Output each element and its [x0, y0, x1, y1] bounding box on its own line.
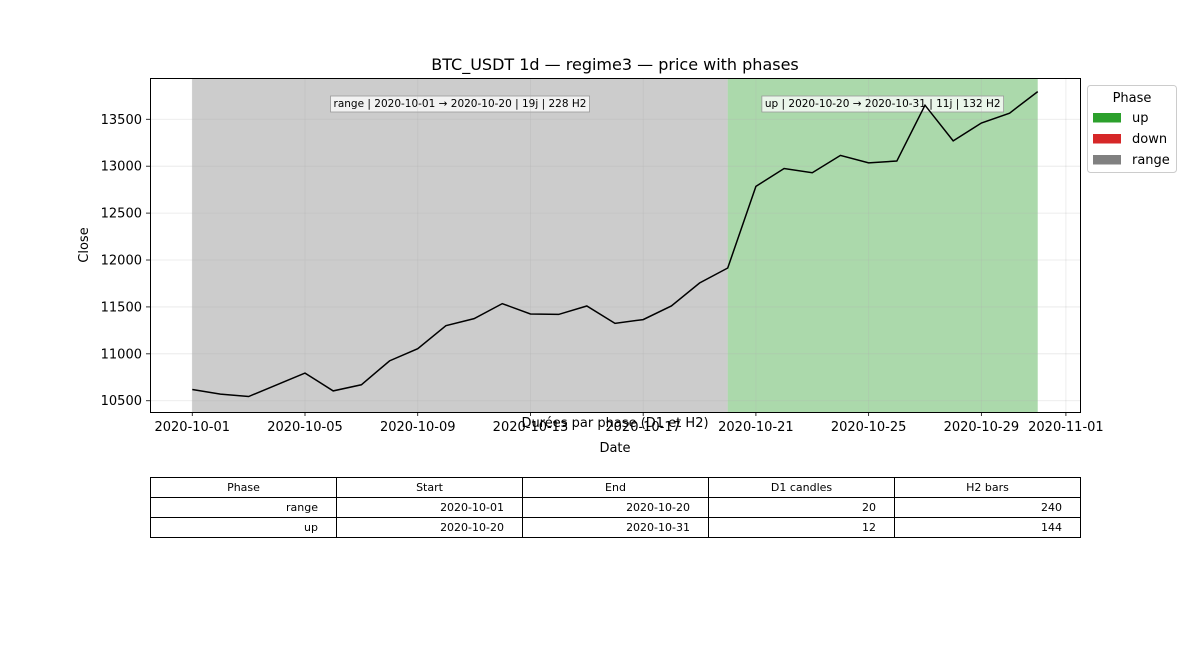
phase-label-box [330, 95, 590, 113]
legend-frame [1087, 85, 1177, 173]
table-cell: 2020-10-31 [522, 517, 709, 538]
table-cell: up [150, 517, 337, 538]
table-cell: 240 [894, 497, 1081, 518]
legend-entry-up: up [1132, 111, 1149, 126]
legend-swatch-range [1093, 155, 1121, 165]
chart-title: BTC_USDT 1d — regime3 — price with phase… [431, 55, 799, 75]
x-tick-label: 2020-10-25 [831, 420, 907, 435]
phase-duration-table: Phase Start End D1 candles H2 bars range… [150, 477, 1081, 538]
table-title: Durées par phase (D1 et H2) [521, 416, 708, 431]
x-tick-label: 2020-10-17 [605, 420, 681, 435]
x-tick-label: 2020-10-01 [154, 420, 230, 435]
table-header-cell: Start [336, 477, 523, 498]
table-cell: 2020-10-20 [336, 517, 523, 538]
legend-swatch-down [1093, 134, 1121, 144]
legend-entry-down: down [1132, 132, 1167, 147]
y-tick-label: 13500 [101, 113, 142, 128]
x-axis-label: Date [599, 441, 630, 456]
table-cell: 2020-10-01 [336, 497, 523, 518]
x-tick-label: 2020-10-13 [493, 420, 569, 435]
y-tick-label: 11500 [101, 300, 142, 315]
x-tick-label: 2020-10-09 [380, 420, 456, 435]
table-header-cell: D1 candles [708, 477, 895, 498]
table-header-cell: End [522, 477, 709, 498]
y-tick-label: 12500 [101, 207, 142, 222]
x-tick-label: 2020-10-29 [944, 420, 1020, 435]
phase-label: up | 2020-10-20 → 2020-10-31 | 11j | 132… [765, 98, 1001, 110]
close-price-line [192, 91, 1039, 398]
phase-band-range [192, 78, 728, 412]
phase-label-box [761, 95, 1004, 113]
y-tick-label: 13000 [101, 160, 142, 175]
x-tick-label: 2020-10-21 [718, 420, 794, 435]
legend: Phase up down range [1087, 85, 1177, 173]
table-header-cell: H2 bars [894, 477, 1081, 498]
x-tick-label: 2020-11-01 [1028, 420, 1104, 435]
table-cell: 2020-10-20 [522, 497, 709, 518]
table-row: up 2020-10-20 2020-10-31 12 144 [150, 517, 1081, 538]
y-axis-label: Close [77, 227, 92, 262]
table-cell: 12 [708, 517, 895, 538]
legend-title: Phase [1113, 91, 1152, 106]
table-row: range 2020-10-01 2020-10-20 20 240 [150, 497, 1081, 518]
y-tick-label: 10500 [101, 394, 142, 409]
x-tick-label: 2020-10-05 [267, 420, 343, 435]
y-tick-label: 12000 [101, 254, 142, 269]
table-cell: range [150, 497, 337, 518]
axes-frame [150, 78, 1081, 413]
phase-label: range | 2020-10-01 → 2020-10-20 | 19j | … [334, 98, 587, 110]
y-tick-label: 11000 [101, 347, 142, 362]
table-header-cell: Phase [150, 477, 337, 498]
phase-band-up [727, 78, 1038, 412]
legend-swatch-up [1093, 113, 1121, 123]
table-cell: 20 [708, 497, 895, 518]
table-cell: 144 [894, 517, 1081, 538]
legend-entry-range: range [1132, 153, 1170, 168]
table-header-row: Phase Start End D1 candles H2 bars [150, 477, 1081, 498]
